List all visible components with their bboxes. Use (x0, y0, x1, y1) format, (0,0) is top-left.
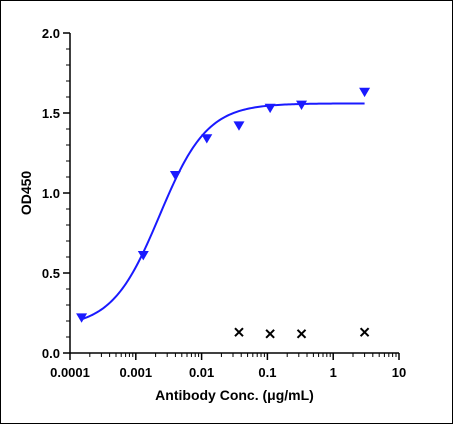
data-point-triangle (296, 100, 308, 110)
x-tick-label: 1 (330, 365, 337, 380)
data-point-triangle (76, 313, 88, 323)
data-point-triangle (359, 87, 371, 98)
y-tick-label: 0.5 (42, 266, 60, 281)
x-tick-label: 0.001 (120, 365, 153, 380)
data-point-triangle (233, 121, 245, 131)
x-tick-label: 0.01 (189, 365, 214, 380)
data-point-cross (296, 329, 307, 339)
y-tick-label: 1.5 (42, 106, 60, 121)
data-point-cross (359, 327, 370, 337)
y-axis-title: OD450 (18, 171, 34, 216)
x-ticks: 0.0001 0.001 0.01 0.1 1 10 (50, 353, 406, 380)
fit-curve-0 (81, 102, 365, 321)
data-point-triangle (264, 103, 276, 114)
data-point-cross (265, 329, 275, 339)
x-axis-title: Antibody Conc. (μg/mL) (155, 387, 314, 403)
data-points (76, 87, 371, 339)
y-ticks: 0.0 0.5 1.0 1.5 2.0 (42, 26, 70, 361)
y-tick-label: 2.0 (42, 26, 60, 41)
y-tick-label: 0.0 (42, 346, 60, 361)
x-tick-label: 10 (392, 365, 406, 380)
data-point-triangle (201, 134, 213, 144)
axes (69, 33, 399, 354)
data-point-cross (234, 327, 244, 337)
y-tick-label: 1.0 (42, 186, 60, 201)
x-tick-label: 0.0001 (50, 365, 90, 380)
x-tick-label: 0.1 (258, 365, 276, 380)
fit-curves (81, 102, 365, 321)
data-point-triangle (169, 171, 181, 181)
data-point-triangle (137, 251, 149, 261)
